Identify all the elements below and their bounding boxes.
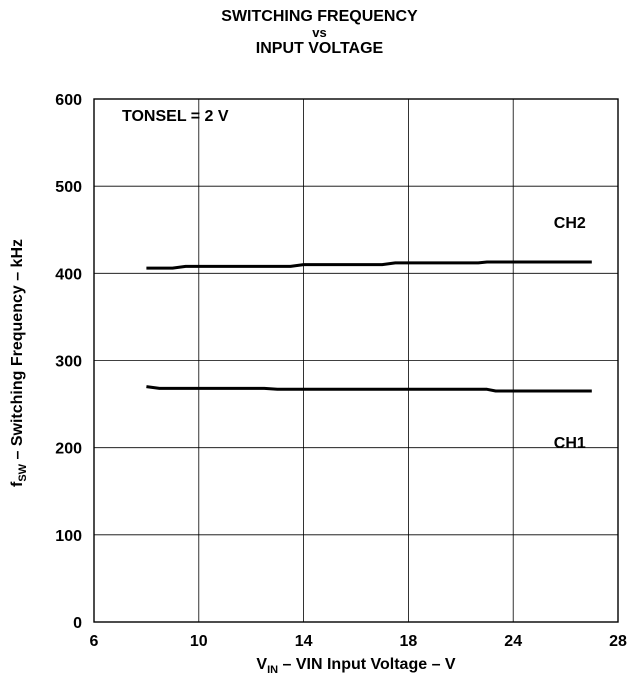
- x-tick-label: 10: [190, 633, 208, 650]
- chart-title-line-1: SWITCHING FREQUENCY: [221, 8, 418, 25]
- y-tick-label: 200: [55, 441, 82, 458]
- x-tick-label: 18: [400, 633, 418, 650]
- y-tick-label: 500: [55, 179, 82, 196]
- tonsel-annotation: TONSEL = 2 V: [122, 108, 229, 125]
- series-label-ch2: CH2: [554, 215, 586, 232]
- chart-title-line-2: vs: [312, 25, 327, 40]
- x-tick-label: 6: [90, 633, 99, 650]
- y-axis-label-rest: – Switching Frequency – kHz: [9, 239, 26, 464]
- series-line-ch2: [146, 260, 592, 270]
- plot-frame: [93, 98, 619, 623]
- x-tick-label: 14: [295, 633, 313, 650]
- x-tick-label: 24: [504, 633, 522, 650]
- tick-layer: 6 10 14 18 24 28 0 100 200 300 400 500 600: [55, 92, 627, 650]
- x-axis-label-subscript: IN: [267, 664, 278, 676]
- y-axis-label-main: f: [9, 481, 26, 487]
- chart-title-line-3: INPUT VOLTAGE: [255, 40, 384, 57]
- y-tick-label: 0: [73, 615, 82, 632]
- grid-layer: [94, 99, 618, 622]
- series-label-ch1: CH1: [554, 435, 586, 452]
- y-tick-label: 100: [55, 528, 82, 545]
- y-tick-label: 400: [55, 266, 82, 283]
- y-tick-label: 600: [55, 92, 82, 109]
- x-axis-label-rest: – VIN Input Voltage – V: [278, 656, 456, 673]
- series-layer: CH2 CH1: [146, 215, 592, 452]
- y-axis-label-subscript: SW: [17, 463, 29, 481]
- y-tick-label: 300: [55, 354, 82, 371]
- series-line-ch1: [146, 385, 592, 393]
- x-axis-label: VIN – VIN Input Voltage – V: [256, 656, 456, 676]
- y-axis-label: fSW – Switching Frequency – kHz: [9, 239, 29, 487]
- x-axis-label-main: V: [256, 656, 267, 673]
- x-tick-label: 28: [609, 633, 627, 650]
